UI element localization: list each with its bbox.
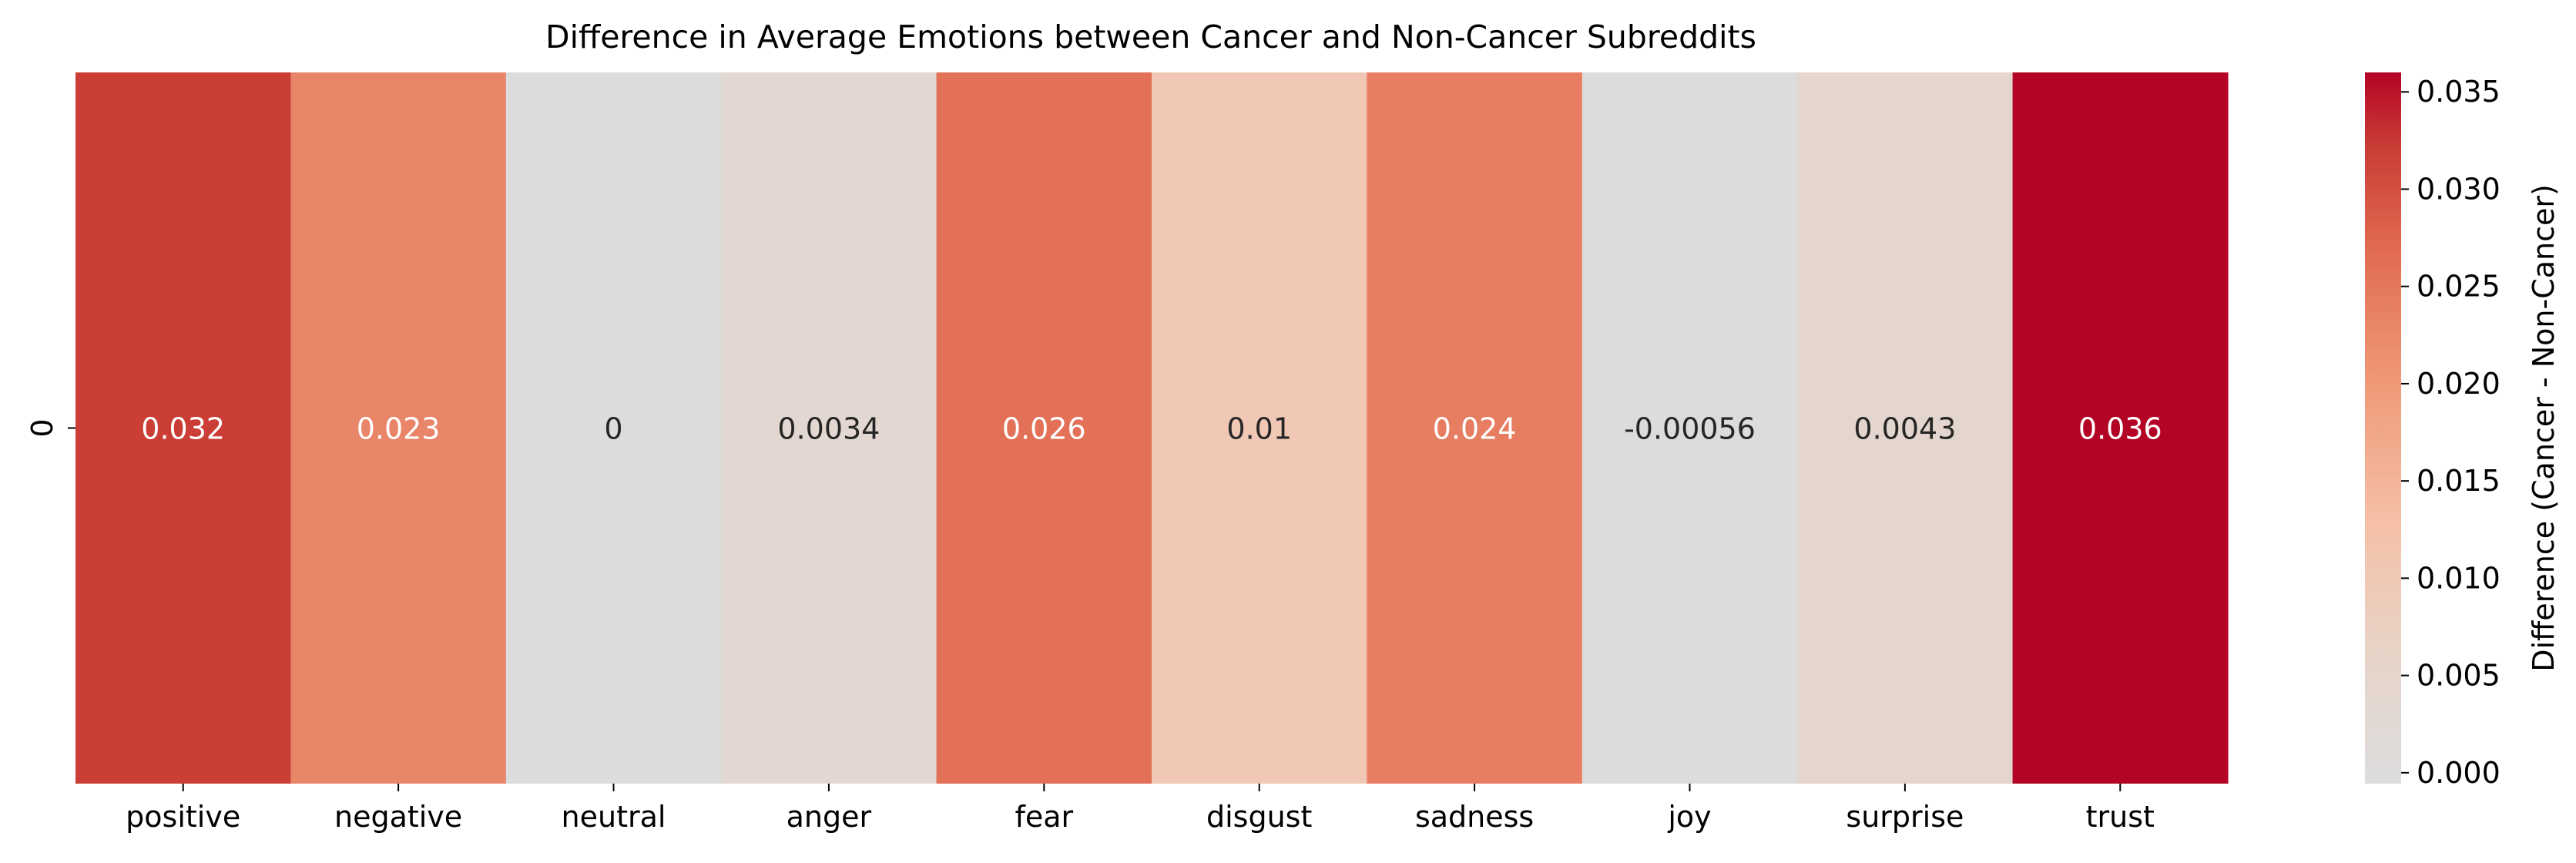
colorbar-tick-label: 0.005: [2417, 659, 2501, 693]
heatmap-cell-joy: [1581, 72, 1798, 784]
x-tick-label: positive: [126, 800, 240, 834]
y-axis: 0: [25, 418, 75, 438]
x-tick-label: fear: [1015, 800, 1073, 834]
heatmap-cell-negative: [290, 72, 507, 784]
heatmap-cells: [75, 72, 2229, 784]
chart-title: Difference in Average Emotions between C…: [545, 18, 1756, 55]
colorbar: 0.000 0.005 0.010 0.015 0.020 0.025 0.030 0.035…: [2365, 72, 2561, 790]
heatmap-cell-neutral: [505, 72, 722, 784]
colorbar-label: Difference (Cancer - Non-Cancer): [2527, 184, 2561, 672]
heatmap-cell-surprise: [1797, 72, 2014, 784]
cell-label-negative: 0.023: [357, 412, 441, 446]
heatmap-cell-positive: [75, 72, 291, 784]
x-tick-label: neutral: [562, 800, 666, 834]
heatmap-cell-sadness: [1367, 72, 1583, 784]
x-tick-label: sadness: [1415, 800, 1534, 834]
heatmap-cell-anger: [721, 72, 937, 784]
cell-label-fear: 0.026: [1002, 412, 1086, 446]
cell-label-surprise: 0.0043: [1853, 412, 1956, 446]
colorbar-tick-label: 0.025: [2417, 270, 2501, 304]
x-tick-label: joy: [1667, 800, 1711, 834]
colorbar-tick-label: 0.000: [2417, 756, 2501, 790]
colorbar-tick-label: 0.015: [2417, 464, 2501, 498]
x-tick-label: anger: [787, 800, 872, 834]
cell-label-neutral: 0: [604, 412, 622, 446]
colorbar-tick-label: 0.035: [2417, 75, 2501, 109]
heatmap-cell-trust: [2012, 72, 2229, 784]
cell-label-anger: 0.0034: [777, 412, 880, 446]
x-tick-label: surprise: [1846, 800, 1964, 834]
x-tick-label: disgust: [1206, 800, 1312, 834]
cell-label-trust: 0.036: [2078, 412, 2162, 446]
x-tick-label: negative: [334, 800, 462, 834]
x-tick-label: trust: [2086, 800, 2155, 834]
cell-label-positive: 0.032: [141, 412, 225, 446]
heatmap-cell-fear: [936, 72, 1152, 784]
colorbar-gradient: [2365, 72, 2401, 773]
colorbar-tick-label: 0.010: [2417, 561, 2501, 595]
y-tick-label: 0: [25, 418, 59, 437]
x-axis: positive negative neutral anger fear disgust s…: [126, 784, 2155, 834]
colorbar-base: [2365, 772, 2401, 784]
colorbar-tick-label: 0.020: [2417, 367, 2501, 401]
heatmap-cell-disgust: [1152, 72, 1367, 784]
cell-label-sadness: 0.024: [1433, 412, 1517, 446]
heatmap-cell-labels: 0.032 0.023 0 0.0034 0.026 0.01 0.024 -0.00056 0…: [141, 412, 2162, 446]
colorbar-tick-label: 0.030: [2417, 172, 2501, 206]
cell-label-disgust: 0.01: [1226, 412, 1292, 446]
cell-label-joy: -0.00056: [1624, 412, 1756, 446]
